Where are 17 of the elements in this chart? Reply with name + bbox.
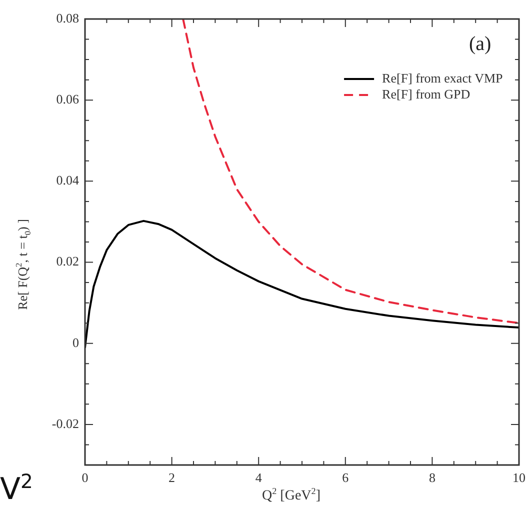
y-tick-label: 0.08 [56,10,79,26]
x-tick-label: 10 [512,470,526,486]
x-tick-label: 6 [342,470,350,486]
x-tick-label: 2 [168,470,176,486]
y-tick-label: 0 [72,334,79,350]
x-axis-title: Q$^{2}$ [GeV$^{2}$] [262,486,320,505]
x-tick-label: 4 [255,470,262,486]
legend-label: Re[F] from exact VMP [382,70,503,86]
y-tick-label: -0.02 [52,416,79,431]
y-tick-label: 0.06 [56,92,80,107]
line-series [182,19,519,324]
y-tick-label: 0.04 [56,172,80,188]
annotation: (a) [469,33,492,56]
y-tick-label: 0.02 [56,254,79,269]
legend-label: Re[F] from GPD [382,86,470,102]
text: V$^{2}$ [0,470,33,507]
x-tick-label: 8 [428,470,436,486]
